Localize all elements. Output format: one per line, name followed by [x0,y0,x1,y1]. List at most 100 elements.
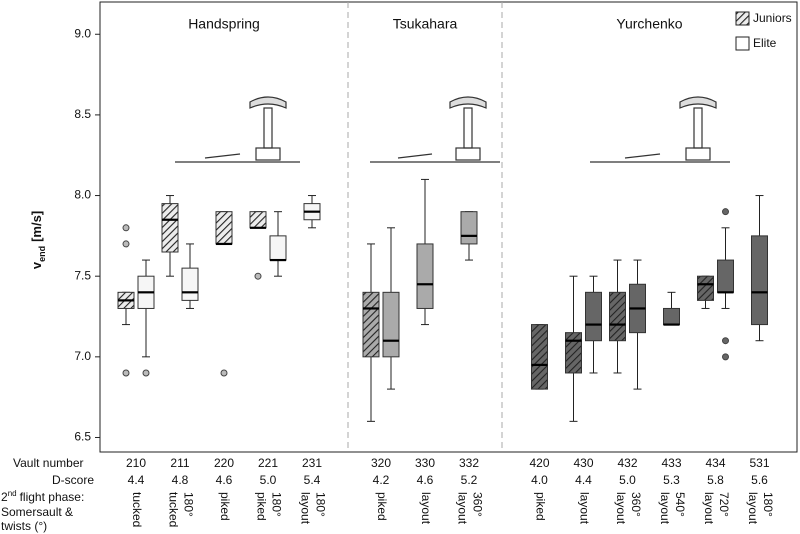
phase-label: 180° [181,492,195,517]
y-tick-label: 8.0 [74,188,91,202]
y-tick-label: 6.5 [74,430,91,444]
outlier [722,353,729,361]
group-title: Handspring [188,16,260,32]
y-tick-label: 7.5 [74,268,91,282]
phase-label: piked [533,492,547,521]
phase-label: 180° [761,492,775,517]
vault-number: 432 [617,456,637,470]
d-score: 4.0 [531,473,548,487]
box [565,332,582,374]
phase-label: 720° [717,492,731,517]
y-label-main: v [29,261,44,269]
outlier [122,369,130,377]
vault-table [370,96,500,163]
box [215,211,233,245]
box [460,211,478,245]
phase-label: 540° [673,492,687,517]
box [697,275,714,301]
phase-label: layout [419,492,433,525]
vault-number: 231 [302,456,322,470]
phase-label: piked [218,492,232,521]
legend-swatch [735,11,750,26]
y-tick-label: 8.5 [74,107,91,121]
box [181,267,199,301]
row-label: Vault number [13,456,83,470]
box [416,243,434,309]
legend-label: Juniors [753,11,792,25]
d-score: 4.8 [172,473,189,487]
phase-label: tucked [130,492,144,527]
legend-swatch [735,36,750,51]
phase-first: flight phase: [20,490,85,504]
phase-label: 180° [269,492,283,517]
phase-label: tucked [166,492,180,527]
phase-label: layout [746,492,760,525]
vault-number: 531 [749,456,769,470]
phase-label: piked [375,492,389,521]
vault-number: 430 [573,456,593,470]
box [269,235,287,261]
outlier [122,224,130,232]
d-score: 4.4 [128,473,145,487]
y-tick-label: 9.0 [74,26,91,40]
d-score: 4.2 [373,473,390,487]
phase-sup: nd [8,489,17,498]
vault-table [590,96,730,163]
phase-label: layout [577,492,591,525]
d-score: 4.4 [575,473,592,487]
outlier [122,240,130,248]
d-score: 5.0 [619,473,636,487]
y-tick-label: 7.0 [74,349,91,363]
row-label: Somersault & [1,505,73,519]
y-axis-label: vend [m/s] [29,211,47,269]
phase-label: 360° [470,492,484,517]
box [161,203,179,253]
vault-number: 320 [371,456,391,470]
row-label: D-score [52,473,94,487]
box [717,259,734,293]
outlier [142,369,150,377]
phase-label: layout [702,492,716,525]
vault-number: 332 [459,456,479,470]
vault-number: 221 [258,456,278,470]
d-score: 4.6 [216,473,233,487]
box [249,211,267,229]
phase-number: 2 [1,490,8,504]
y-label-sub: end [37,246,47,262]
d-score: 5.2 [461,473,478,487]
vault-number: 420 [529,456,549,470]
vault-number: 434 [705,456,725,470]
box [751,235,768,326]
d-score: 5.0 [260,473,277,487]
vault-number: 211 [170,456,189,470]
legend-label: Elite [753,36,777,50]
phase-label: 360° [629,492,643,517]
vault-number: 433 [661,456,681,470]
box [663,307,680,326]
row-label: 2nd flight phase: [1,489,84,505]
d-score: 5.4 [304,473,321,487]
box [609,291,626,342]
group-title: Tsukahara [393,16,458,32]
outlier [220,369,228,377]
phase-label: 180° [313,492,327,517]
group-title: Yurchenko [616,16,682,32]
illustrations [175,96,730,163]
d-score: 4.6 [417,473,434,487]
phase-label: layout [455,492,469,525]
vault-table [175,96,300,163]
outlier [254,272,262,280]
phase-label: piked [254,492,268,521]
d-score: 5.6 [751,473,768,487]
outlier [722,337,729,345]
d-score: 5.8 [707,473,724,487]
row-label: twists (°) [1,519,47,533]
box [531,324,548,390]
box [362,291,380,358]
box [585,291,602,342]
phase-label: layout [614,492,628,525]
vault-number: 210 [126,456,146,470]
y-label-unit: [m/s] [29,211,44,242]
phase-label: layout [658,492,672,525]
